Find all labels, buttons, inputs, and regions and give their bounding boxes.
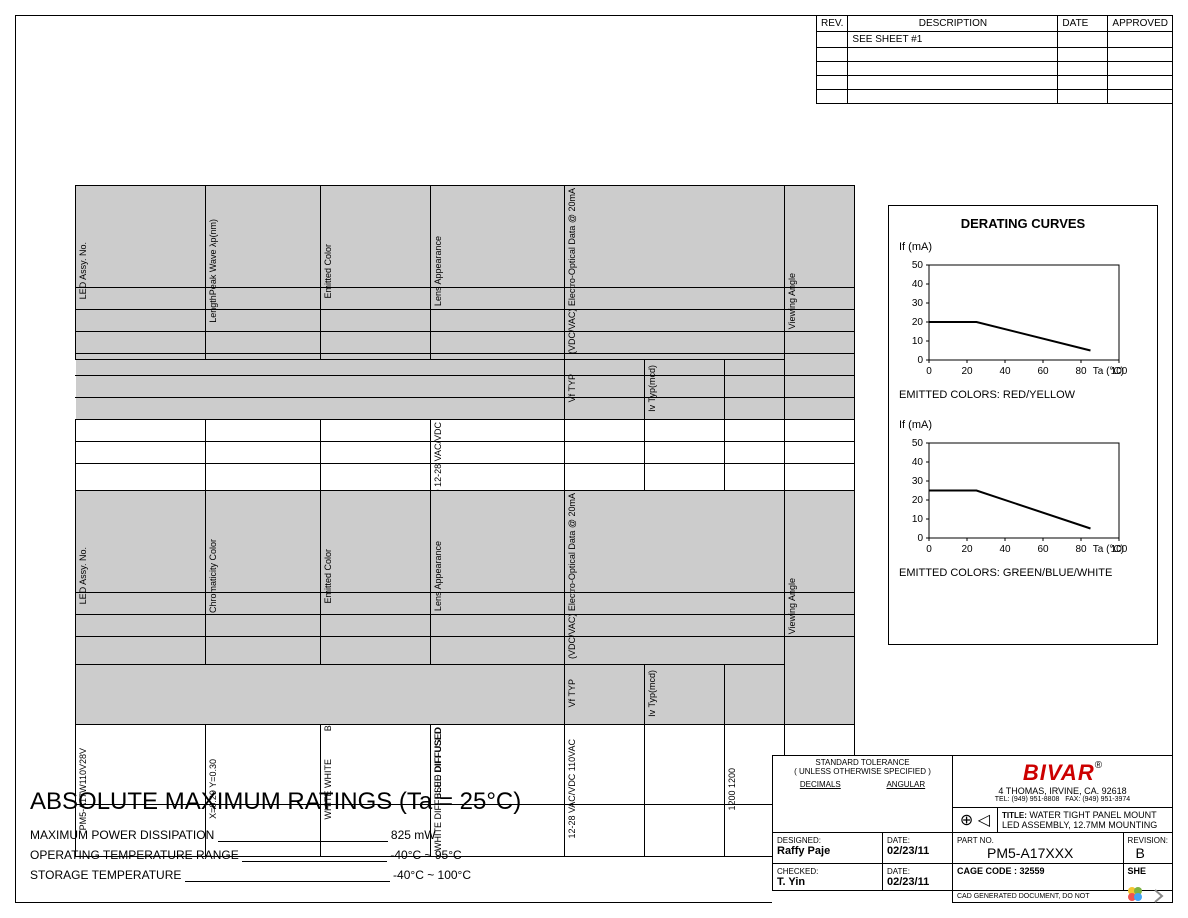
svg-text:80: 80 (1075, 366, 1087, 377)
rev-header: APPROVED (1108, 16, 1173, 32)
svg-text:0: 0 (917, 533, 923, 544)
ratings-row: STORAGE TEMPERATURE -40°C ~ 100°C (30, 868, 521, 882)
svg-text:10: 10 (912, 514, 924, 525)
svg-text:40: 40 (999, 544, 1011, 555)
svg-text:20: 20 (912, 317, 924, 328)
absolute-max-ratings: ABSOLUTE MAXIMUM RATINGS (Ta = 25°C) MAX… (30, 788, 521, 888)
svg-text:50: 50 (912, 260, 924, 271)
svg-text:60: 60 (1037, 544, 1049, 555)
svg-text:40: 40 (912, 457, 924, 468)
revision-table: REV. DESCRIPTION DATE APPROVED SEE SHEET… (816, 15, 1173, 104)
svg-text:50: 50 (912, 438, 924, 449)
svg-text:Ta (°C): Ta (°C) (1093, 366, 1124, 377)
svg-text:80: 80 (1075, 544, 1087, 555)
svg-text:10: 10 (912, 336, 924, 347)
derating-title: DERATING CURVES (899, 216, 1147, 231)
svg-text:0: 0 (917, 355, 923, 366)
bivar-logo: BIVAR (1023, 760, 1095, 785)
svg-text:40: 40 (912, 279, 924, 290)
rev-header: REV. (817, 16, 848, 32)
ratings-title: ABSOLUTE MAXIMUM RATINGS (Ta = 25°C) (30, 788, 521, 816)
svg-text:30: 30 (912, 476, 924, 487)
svg-text:0: 0 (926, 366, 932, 377)
svg-text:Ta (°C): Ta (°C) (1093, 544, 1124, 555)
svg-text:20: 20 (912, 495, 924, 506)
derating-chart-1: If (mA)01020304050020406080100Ta (°C)EMI… (899, 241, 1147, 401)
flower-icon[interactable] (1124, 883, 1146, 905)
projection-icon: ⊕ ◁ (953, 808, 998, 833)
svg-text:30: 30 (912, 298, 924, 309)
chevron-right-icon[interactable] (1150, 887, 1168, 905)
svg-text:40: 40 (999, 366, 1011, 377)
svg-text:60: 60 (1037, 366, 1049, 377)
ratings-row: MAXIMUM POWER DISSIPATION 825 mW (30, 828, 521, 842)
rev-header: DATE (1058, 16, 1108, 32)
ratings-row: OPERATING TEMPERATURE RANGE -40°C ~ 95°C (30, 848, 521, 862)
title-block: STANDARD TOLERANCE ( UNLESS OTHERWISE SP… (772, 755, 1173, 903)
svg-text:0: 0 (926, 544, 932, 555)
derating-chart-2: If (mA)01020304050020406080100Ta (°C)EMI… (899, 419, 1147, 579)
derating-curves-panel: DERATING CURVES If (mA)01020304050020406… (888, 205, 1158, 645)
rev-header: DESCRIPTION (848, 16, 1058, 32)
svg-text:20: 20 (961, 544, 973, 555)
svg-text:20: 20 (961, 366, 973, 377)
nav-icons[interactable] (1124, 883, 1168, 910)
